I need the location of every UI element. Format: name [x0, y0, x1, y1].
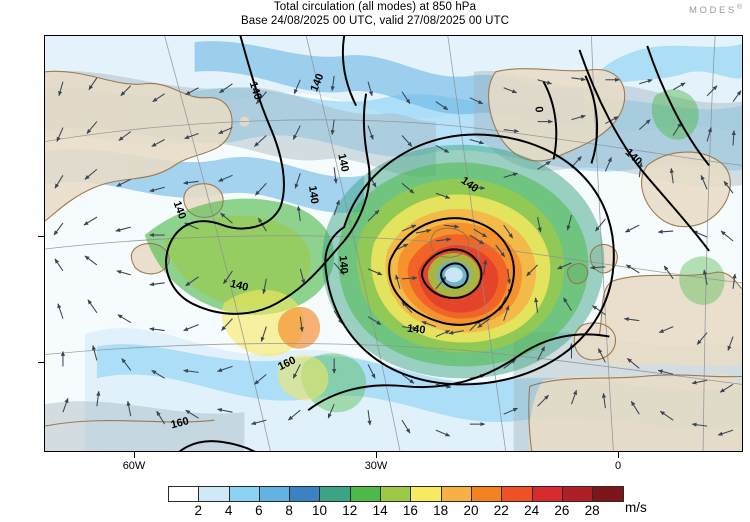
- colorbar: 2 4 6 8 10 12 14 16 18 20 22 24 26 28: [168, 486, 625, 522]
- contour-line-layer: [165, 36, 710, 451]
- colorbar-segment-14: [593, 487, 624, 501]
- xtick-label-60w: 60W: [122, 460, 146, 472]
- wind-vector-layer: [53, 75, 742, 437]
- colorbar-tick-12: 12: [342, 503, 358, 518]
- colorbar-segment-1: [199, 487, 230, 501]
- colorbar-tick-14: 14: [372, 503, 388, 518]
- modes-logo: MODES®: [689, 4, 742, 16]
- colorbar-tick-20: 20: [463, 503, 479, 518]
- cyclone-eye: [427, 252, 480, 297]
- colorbar-segment-11: [502, 487, 533, 501]
- ytick-mark-40n: [38, 236, 44, 238]
- colorbar-segment-2: [229, 487, 260, 501]
- colorbar-segment-8: [411, 487, 442, 501]
- colorbar-segment-7: [381, 487, 412, 501]
- svg-text:140: 140: [229, 278, 250, 294]
- colorbar-tick-26: 26: [554, 503, 570, 518]
- svg-text:140: 140: [306, 185, 320, 205]
- chart-subtitle: Base 24/08/2025 00 UTC, valid 27/08/2025…: [240, 14, 510, 27]
- colorbar-segment-9: [441, 487, 472, 501]
- colorbar-segment-0: [169, 487, 200, 501]
- svg-text:140: 140: [407, 323, 426, 337]
- chart-title-block: Total circulation (all modes) at 850 hPa…: [0, 1, 750, 28]
- chart-title: Total circulation (all modes) at 850 hPa: [273, 1, 477, 13]
- svg-text:160: 160: [170, 415, 191, 431]
- map-plot-area: 140 140 140 140 140 140 140 140 140 140 …: [44, 35, 743, 452]
- colorbar-segment-12: [532, 487, 563, 501]
- weather-map-canvas: 140 140 140 140 140 140 140 140 140 140 …: [45, 36, 742, 451]
- colorbar-tick-24: 24: [524, 503, 540, 518]
- modes-logo-text: MODES: [688, 5, 737, 17]
- colorbar-tick-8: 8: [285, 503, 293, 518]
- colorbar-tick-10: 10: [311, 503, 328, 518]
- colorbar-tick-16: 16: [402, 503, 418, 518]
- colorbar-segment-5: [320, 487, 351, 501]
- colorbar-tick-2: 2: [194, 503, 203, 518]
- colorbar-segment-6: [350, 487, 382, 501]
- colorbar-segment-13: [562, 487, 594, 501]
- svg-text:140: 140: [247, 80, 264, 101]
- colorbar-tick-labels: 2 4 6 8 10 12 14 16 18 20 22 24 26 28: [168, 502, 624, 522]
- xtick-label-30w: 30W: [364, 460, 388, 472]
- colorbar-tick-18: 18: [433, 503, 449, 518]
- colorbar-units-label: m/s: [625, 500, 647, 515]
- svg-text:140: 140: [171, 200, 189, 221]
- modes-logo-mark: ®: [736, 4, 742, 11]
- xtick-mark-30w: [376, 452, 378, 458]
- xtick-mark-60w: [134, 452, 136, 458]
- colorbar-tick-6: 6: [255, 503, 263, 518]
- colorbar-tick-4: 4: [224, 503, 233, 518]
- svg-text:140: 140: [335, 153, 351, 173]
- colorbar-segment-3: [259, 487, 291, 501]
- colorbar-strip: [168, 486, 625, 502]
- colorbar-tick-28: 28: [584, 503, 600, 518]
- colorbar-segment-10: [471, 487, 503, 501]
- svg-text:140: 140: [337, 255, 350, 274]
- ytick-mark-30n: [38, 362, 44, 364]
- colorbar-tick-22: 22: [493, 503, 509, 518]
- svg-text:0: 0: [532, 106, 544, 113]
- colorbar-segment-4: [290, 487, 321, 501]
- xtick-mark-0: [618, 452, 620, 458]
- xtick-label-0: 0: [614, 460, 622, 472]
